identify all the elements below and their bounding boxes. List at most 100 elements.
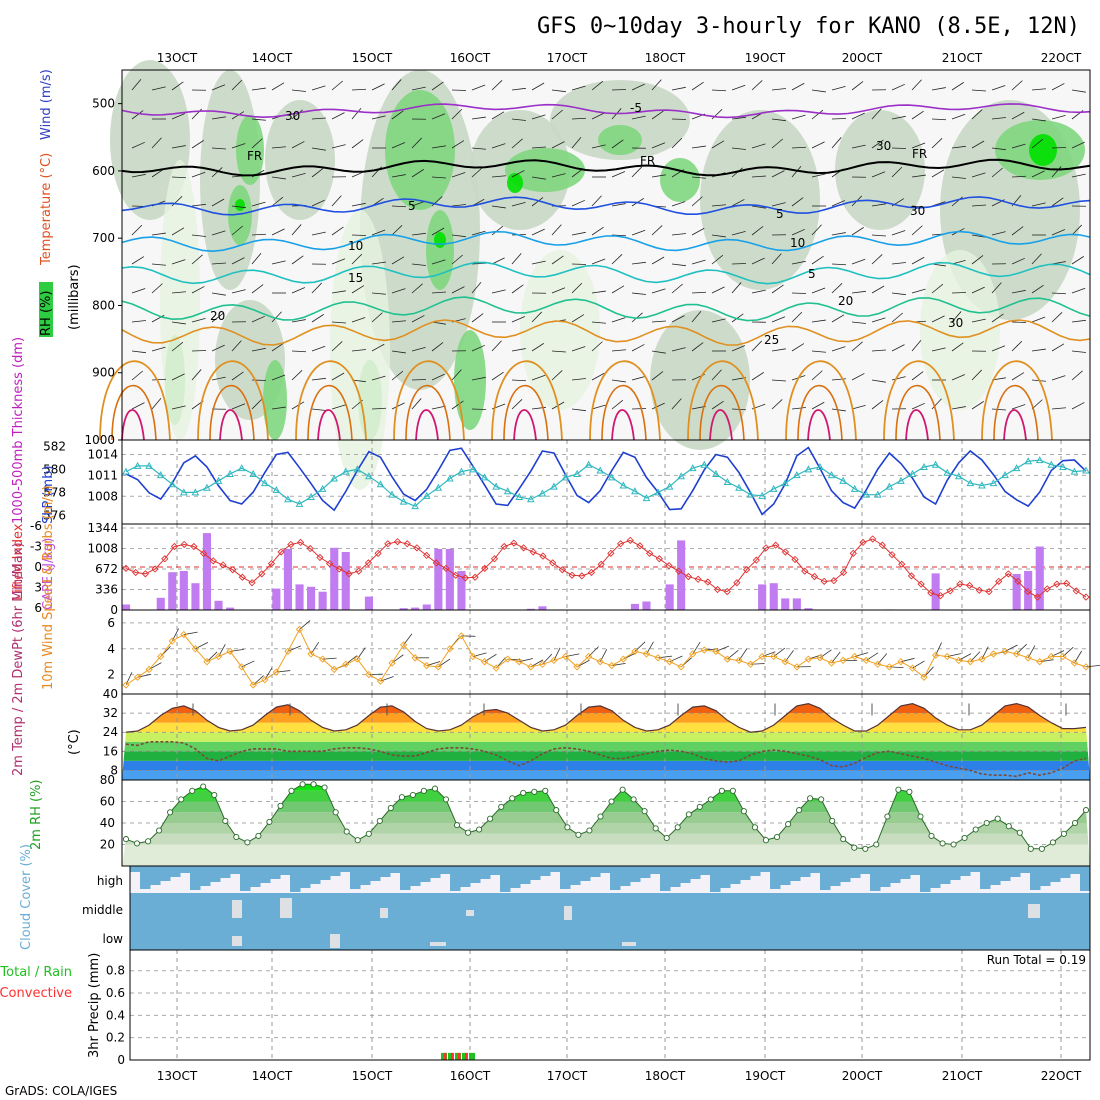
- wind-barb: [171, 291, 186, 294]
- lifted-index-point: [432, 559, 440, 567]
- wind-barb: [751, 175, 766, 178]
- isotherm-20: [121, 296, 1091, 322]
- lifted-index-point: [578, 572, 586, 580]
- lifted-index-point: [199, 549, 208, 557]
- bottom-date-label: 17OCT: [547, 1069, 588, 1083]
- wind-barb: [651, 174, 666, 178]
- isotherm-35-loop: [317, 409, 341, 441]
- cape-bar: [307, 586, 316, 610]
- top-date-label: 19OCT: [745, 51, 786, 65]
- wind-barb: [891, 292, 906, 296]
- cape-bar: [931, 573, 940, 610]
- cloud-row-label: high: [97, 874, 123, 888]
- rh-point: [674, 824, 681, 831]
- wind-barb: [751, 289, 766, 294]
- cape-axis-label: CAPE (J/kg): [41, 538, 56, 610]
- rh-point: [520, 789, 527, 796]
- rh-point: [387, 804, 394, 812]
- lifted-index-point: [772, 541, 780, 549]
- cloud-high-bar: [970, 866, 981, 872]
- rh2m-axis-label: 2m RH (%): [29, 779, 44, 850]
- cape-bar: [526, 608, 535, 610]
- thickness-point: [260, 479, 269, 487]
- isotherm-25-loop: [981, 360, 1053, 441]
- wind-barb: [211, 262, 226, 265]
- cloud-high-bar: [530, 866, 541, 880]
- thickness-point: [1035, 456, 1044, 464]
- wind-barb: [471, 84, 486, 91]
- wind-speed-point: [469, 652, 477, 661]
- wind-barb: [791, 260, 806, 265]
- wind-barb: [171, 176, 187, 179]
- rh-band: [122, 790, 1090, 802]
- wind-barb: [531, 82, 545, 91]
- lifted-index-point: [170, 542, 179, 551]
- wind-barb: [471, 262, 487, 265]
- temp-tick-label: 16: [103, 744, 118, 758]
- lifted-index-point: [258, 570, 266, 578]
- thickness-point: [688, 464, 697, 472]
- bottom-date-label: 15OCT: [352, 1069, 393, 1083]
- wind-barb: [871, 254, 883, 265]
- thickness-point: [1070, 467, 1079, 475]
- wind-barb: [471, 313, 484, 323]
- thickness-point: [954, 472, 963, 480]
- cloud-gap: [380, 908, 388, 918]
- wind-barb: [651, 402, 665, 410]
- top-date-axis: 13OCT 14OCT 15OCT 16OCT 17OCT 18OCT 19OCT 20OCT…: [157, 51, 1082, 65]
- thickness-point: [550, 482, 558, 490]
- rh-point: [1071, 819, 1079, 827]
- wind-barb: [711, 286, 725, 294]
- lifted-index-point: [733, 579, 741, 587]
- wind-barb: [671, 263, 686, 267]
- wind-barb: [591, 258, 606, 265]
- wind-barb: [631, 115, 646, 120]
- lifted-index-point: [791, 555, 799, 564]
- wind-barb: [131, 370, 143, 381]
- lifted-index-point: [238, 573, 247, 581]
- wind-barb: [731, 116, 746, 120]
- lifted-index-point: [500, 542, 508, 551]
- wind-barb: [171, 145, 186, 149]
- top-date-label: 22OCT: [1041, 51, 1082, 65]
- wind-barb: [371, 261, 386, 265]
- lifted-index-point: [801, 567, 809, 575]
- precip-tick-label: 0.2: [106, 1031, 125, 1045]
- cloud-high-bar: [950, 866, 961, 880]
- precip-convective-bar: [458, 1052, 461, 1060]
- thickness-point: [122, 467, 130, 475]
- wind-barb: [811, 370, 823, 381]
- lifted-index-point: [287, 540, 295, 549]
- wind-speed-point: [272, 668, 280, 676]
- wind-speed-point: [214, 652, 223, 661]
- cloud-high-bar: [930, 866, 941, 888]
- wind-speed-point: [434, 663, 442, 671]
- wind-speed-point: [793, 663, 801, 671]
- wind-barb: [911, 225, 923, 236]
- isotherm-30-loop: [699, 384, 745, 441]
- bottom-date-label: 19OCT: [745, 1069, 786, 1083]
- wind-barb: [271, 146, 286, 149]
- wind-barb: [411, 398, 422, 410]
- lifted-index-point: [995, 577, 1003, 585]
- cloud-high-bar: [920, 866, 931, 892]
- wind-barb: [471, 116, 486, 120]
- wind-barb: [751, 80, 763, 91]
- wind-barb: [851, 321, 866, 324]
- wind-barb: [231, 371, 244, 381]
- wind-barb: [571, 85, 586, 91]
- temp-band: [122, 741, 1090, 752]
- thickness-point: [931, 460, 940, 468]
- wind-barb: [651, 371, 664, 381]
- wind-barb: [771, 88, 786, 91]
- wind-barb: [1031, 202, 1046, 207]
- wind-barb: [251, 315, 265, 323]
- thickness-tick-label: 578: [43, 485, 66, 499]
- lifted-index-point: [1024, 587, 1032, 596]
- wind-barb: [371, 375, 386, 381]
- cloud-high-bar: [210, 866, 221, 882]
- wind-barb: [971, 286, 985, 294]
- cape-bar: [422, 604, 431, 610]
- wind-barb: [131, 288, 146, 294]
- rh-point: [211, 791, 218, 799]
